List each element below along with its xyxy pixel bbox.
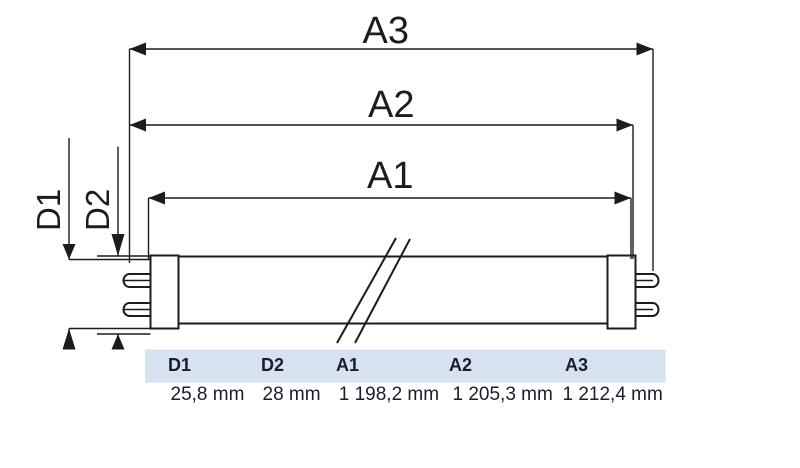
svg-text:1 205,3 mm: 1 205,3 mm <box>453 384 553 405</box>
svg-text:28 mm: 28 mm <box>263 384 321 405</box>
svg-text:D1: D1 <box>168 355 191 375</box>
svg-text:25,8 mm: 25,8 mm <box>171 384 245 405</box>
svg-text:D2: D2 <box>79 189 116 231</box>
svg-text:D1: D1 <box>30 189 67 231</box>
svg-text:A1: A1 <box>367 155 413 197</box>
svg-text:A1: A1 <box>336 355 359 375</box>
svg-text:1 198,2 mm: 1 198,2 mm <box>339 384 439 405</box>
svg-text:A2: A2 <box>449 355 472 375</box>
svg-text:D2: D2 <box>261 355 284 375</box>
svg-text:A2: A2 <box>368 84 414 126</box>
svg-text:A3: A3 <box>565 355 588 375</box>
svg-text:A3: A3 <box>363 10 409 52</box>
svg-text:1 212,4 mm: 1 212,4 mm <box>563 384 663 405</box>
